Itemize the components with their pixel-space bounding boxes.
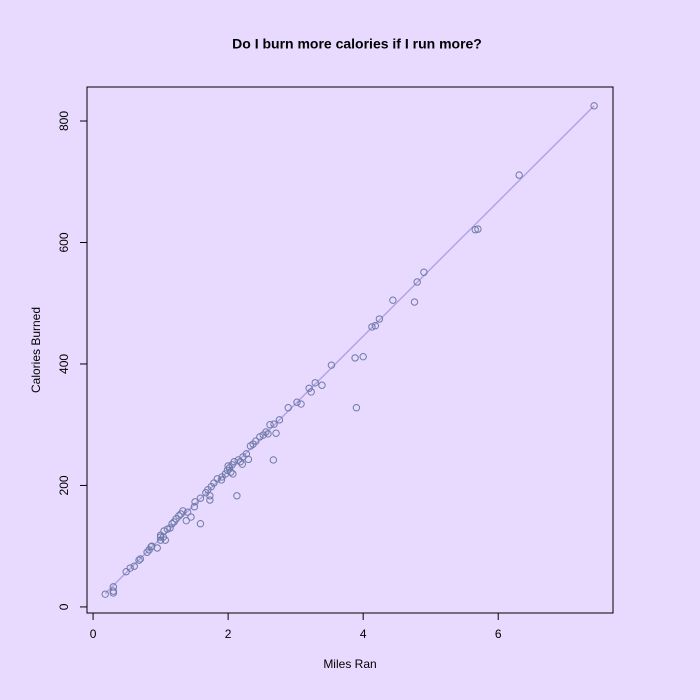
point <box>153 544 161 552</box>
point <box>359 352 367 361</box>
y-tick-label: 600 <box>57 232 71 252</box>
point <box>227 468 235 476</box>
point <box>136 555 145 563</box>
point <box>311 379 319 387</box>
fit-line <box>104 105 595 595</box>
chart-title: Do I burn more calories if I run more? <box>232 36 482 52</box>
point <box>190 503 199 511</box>
point <box>196 520 205 528</box>
x-tick-label: 2 <box>225 627 232 641</box>
point <box>179 507 187 515</box>
point <box>474 225 482 233</box>
point <box>122 567 130 576</box>
point <box>143 548 151 556</box>
point <box>229 470 237 478</box>
point <box>471 226 479 234</box>
point <box>161 536 170 544</box>
x-tick-label: 6 <box>495 627 502 641</box>
point <box>262 428 270 436</box>
point <box>182 516 190 525</box>
point <box>175 512 183 520</box>
y-tick-label: 0 <box>57 603 71 610</box>
point <box>217 476 226 484</box>
point <box>375 315 384 323</box>
point <box>266 421 274 429</box>
y-tick-label: 200 <box>57 475 71 495</box>
point <box>206 496 214 504</box>
y-tick-label: 800 <box>57 111 71 131</box>
point <box>233 492 241 500</box>
point <box>284 404 292 412</box>
y-tick-label: 400 <box>57 354 71 374</box>
point <box>244 455 253 464</box>
point <box>196 494 205 502</box>
point <box>351 354 359 362</box>
point <box>264 430 272 438</box>
point <box>224 462 232 470</box>
point <box>191 498 199 506</box>
point <box>168 520 176 528</box>
point <box>135 556 143 564</box>
point <box>126 564 134 572</box>
point <box>389 296 397 304</box>
point <box>352 404 361 412</box>
point <box>275 416 284 424</box>
plot-frame <box>86 86 614 614</box>
x-axis-label: Miles Ran <box>323 657 376 671</box>
point <box>318 381 326 389</box>
point <box>272 429 280 437</box>
point <box>269 456 278 464</box>
point <box>206 492 214 500</box>
point <box>590 102 598 110</box>
point <box>420 268 428 276</box>
point <box>368 323 376 331</box>
point <box>371 322 380 330</box>
point <box>109 587 118 595</box>
point <box>515 171 523 179</box>
point <box>270 420 278 428</box>
point <box>307 388 315 396</box>
point <box>252 437 260 445</box>
x-tick-label: 4 <box>360 627 367 641</box>
point <box>166 524 174 532</box>
point <box>101 590 109 598</box>
y-axis-label: Calories Burned <box>29 307 43 393</box>
point <box>183 508 192 516</box>
x-tick-label: 0 <box>90 627 97 641</box>
point <box>238 460 247 468</box>
point <box>213 475 222 483</box>
point <box>327 361 336 369</box>
point <box>297 400 305 408</box>
point <box>187 513 195 521</box>
point <box>413 278 421 286</box>
point <box>130 562 138 570</box>
point <box>293 398 301 406</box>
point <box>410 298 419 306</box>
point <box>305 384 313 392</box>
